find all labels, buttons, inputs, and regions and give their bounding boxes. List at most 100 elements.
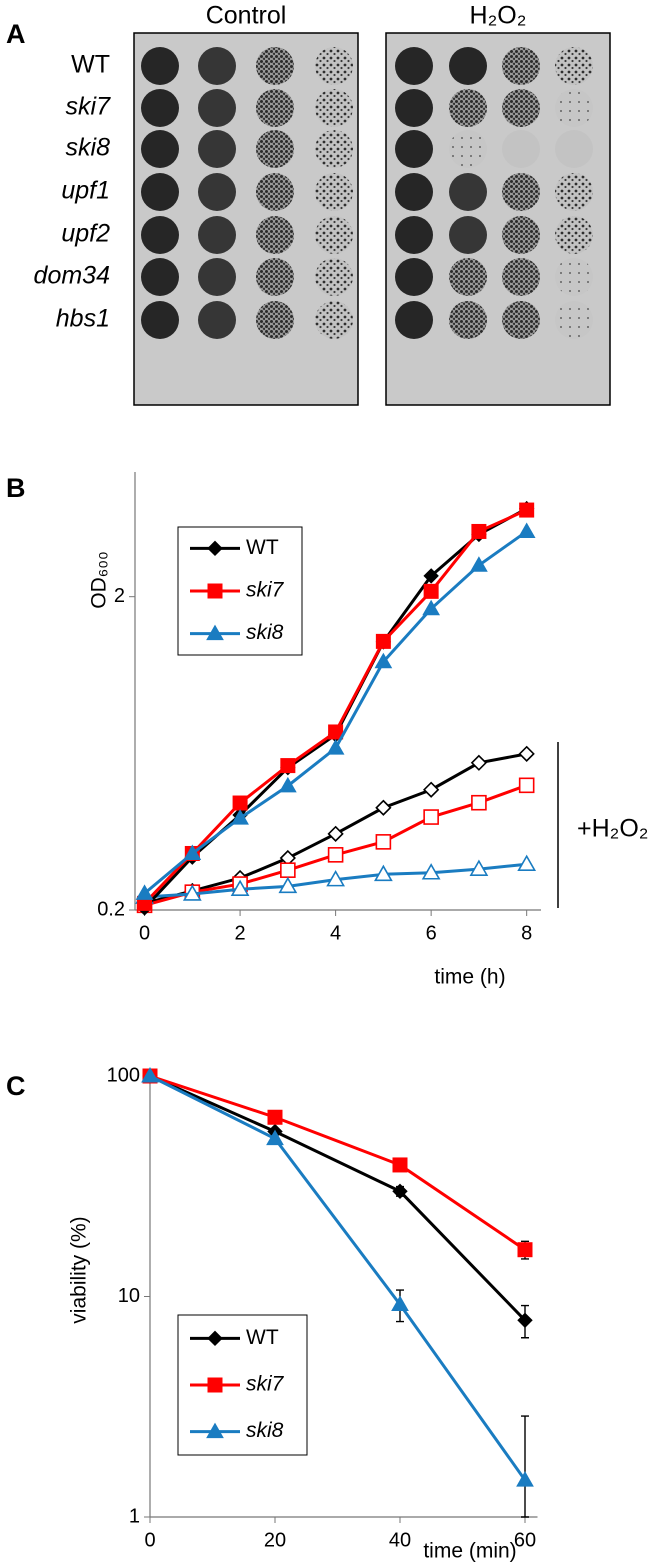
spot: [315, 173, 353, 211]
x-tick-label: 0: [144, 1529, 155, 1551]
spot: [198, 130, 236, 168]
spot: [141, 47, 179, 85]
marker: [373, 864, 393, 882]
y-axis-label: viability (%): [68, 1216, 91, 1323]
marker: [423, 809, 439, 825]
marker: [326, 870, 345, 887]
marker: [470, 556, 488, 572]
marker: [470, 754, 488, 771]
spot: [198, 89, 236, 127]
spot: [502, 47, 540, 85]
spot: [395, 216, 433, 254]
condition-label: Control: [206, 2, 287, 30]
marker: [141, 1066, 159, 1083]
spot: [315, 258, 353, 296]
annotation: +H₂O₂: [577, 815, 649, 843]
marker: [423, 583, 439, 599]
marker: [231, 809, 249, 825]
marker: [135, 884, 154, 900]
marker: [230, 879, 250, 897]
marker: [278, 776, 297, 793]
spot: [502, 130, 540, 168]
spot: [141, 89, 179, 127]
spot: [198, 173, 236, 211]
marker: [421, 863, 441, 880]
panel-label: B: [6, 473, 26, 503]
spot: [555, 89, 593, 127]
marker: [375, 834, 392, 850]
spot: [502, 301, 540, 339]
marker: [391, 1295, 409, 1311]
marker: [517, 854, 537, 872]
marker: [267, 1109, 283, 1125]
strain-label: ski7: [66, 93, 112, 121]
spot: [395, 173, 433, 211]
marker: [516, 1471, 534, 1487]
marker: [375, 799, 392, 816]
y-tick-label: 1: [129, 1505, 140, 1527]
marker: [469, 859, 489, 876]
spot: [502, 89, 540, 127]
marker: [517, 1312, 533, 1329]
marker: [206, 1422, 224, 1439]
marker: [207, 540, 223, 557]
spot: [256, 173, 294, 211]
spot: [256, 47, 294, 85]
marker: [392, 1183, 408, 1200]
spot: [198, 301, 236, 339]
x-tick-label: 2: [235, 922, 246, 944]
strain-label: ski8: [66, 134, 111, 162]
spot: [449, 47, 487, 85]
marker: [471, 523, 487, 539]
x-tick-label: 6: [426, 922, 437, 944]
spot: [555, 301, 593, 339]
series-line: [149, 1074, 527, 1481]
marker: [207, 1330, 223, 1347]
x-tick-label: 40: [389, 1529, 411, 1551]
legend-label: ski8: [246, 1419, 284, 1442]
marker: [517, 522, 536, 538]
spot: [449, 258, 487, 296]
marker: [280, 862, 296, 878]
y-tick-label: 0.2: [97, 898, 125, 920]
marker: [182, 884, 202, 901]
legend-label: ski8: [246, 621, 284, 644]
x-tick-label: 4: [330, 922, 341, 944]
marker: [423, 568, 439, 584]
spot: [315, 47, 353, 85]
spot: [555, 258, 593, 296]
legend-label: WT: [246, 1326, 279, 1349]
spot: [315, 130, 353, 168]
spot: [502, 258, 540, 296]
marker: [519, 502, 535, 518]
strain-label: WT: [71, 51, 110, 79]
marker: [471, 794, 487, 811]
spot: [141, 301, 179, 339]
spot: [555, 47, 593, 85]
x-tick-label: 20: [264, 1529, 286, 1551]
marker: [207, 1377, 223, 1393]
spot: [198, 258, 236, 296]
spot: [141, 130, 179, 168]
spot: [256, 130, 294, 168]
spot: [315, 301, 353, 339]
strain-label: hbs1: [56, 305, 110, 333]
spot: [502, 173, 540, 211]
spot: [395, 130, 433, 168]
spot: [315, 89, 353, 127]
y-tick-label: 10: [118, 1285, 140, 1307]
spot: [395, 47, 433, 85]
y-tick-label: 2: [114, 585, 125, 607]
marker: [374, 652, 393, 669]
error-bar: [521, 1415, 529, 1518]
spot: [198, 216, 236, 254]
marker: [266, 1129, 284, 1146]
series-line: [149, 1074, 527, 1322]
condition-label: H₂O₂: [470, 2, 527, 30]
spot: [449, 130, 487, 168]
spot: [256, 258, 294, 296]
marker: [206, 624, 224, 641]
spot: [449, 89, 487, 127]
marker: [183, 844, 202, 860]
